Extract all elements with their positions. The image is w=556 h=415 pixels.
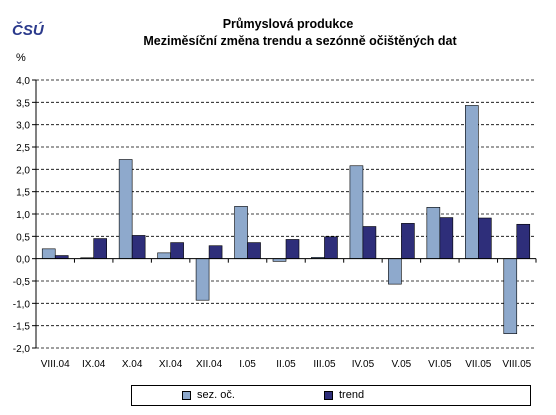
y-tick-label: 0,0 — [16, 255, 30, 266]
y-tick-label: 3,0 — [16, 121, 30, 132]
legend-swatch-series1 — [182, 390, 191, 400]
y-tick-label: 4,0 — [16, 76, 30, 87]
y-tick-label: 2,0 — [16, 165, 30, 176]
bar-series1 — [234, 206, 248, 259]
bar-series1 — [195, 258, 210, 301]
bar-series2 — [285, 239, 300, 259]
csu-logo: ČSÚ — [12, 22, 44, 39]
bar-series2 — [439, 217, 454, 259]
chart-title-line2: Meziměsíční změna trendu a sezónně očišt… — [143, 34, 457, 48]
x-tick-label: VII.05 — [465, 359, 492, 370]
chart-title-line1: Průmyslová produkce — [222, 17, 354, 31]
bar-series1 — [349, 165, 364, 259]
bar-series2 — [247, 242, 261, 259]
x-tick-label: VI.05 — [428, 359, 452, 370]
x-tick-label: IX.04 — [82, 359, 106, 370]
x-tick-label: III.05 — [313, 359, 336, 370]
x-tick-label: X.04 — [122, 359, 143, 370]
bar-series2 — [170, 242, 184, 259]
legend-label-series2: trend — [339, 389, 365, 401]
bar-series1 — [388, 258, 402, 285]
bar-series1 — [465, 105, 479, 259]
x-tick-label: XI.04 — [159, 359, 183, 370]
x-tick-label: V.05 — [392, 359, 412, 370]
y-tick-label: -1,5 — [13, 322, 31, 333]
legend-item-series2: trend — [324, 389, 364, 401]
bar-series1 — [426, 207, 441, 259]
x-tick-label: IV.05 — [352, 359, 375, 370]
bar-series1 — [118, 159, 133, 259]
y-tick-label: -1,0 — [13, 299, 31, 310]
bar-series2 — [401, 223, 415, 259]
y-tick-label: 1,0 — [16, 210, 30, 221]
x-tick-label: XII.04 — [196, 359, 223, 370]
chart-title: Průmyslová produkce Meziměsíční změna tr… — [0, 16, 556, 50]
legend-label-series1: sez. oč. — [197, 389, 235, 401]
bar-series2 — [516, 223, 531, 259]
bar-series1 — [157, 252, 171, 259]
bar-series2 — [362, 226, 377, 259]
y-tick-label: 1,5 — [16, 188, 30, 199]
bar-series2 — [478, 217, 492, 259]
x-tick-label: VIII.04 — [41, 359, 70, 370]
x-tick-label: VIII.05 — [502, 359, 531, 370]
y-tick-label: 0,5 — [16, 232, 30, 243]
x-tick-label: I.05 — [239, 359, 256, 370]
y-tick-label: -2,0 — [13, 344, 31, 355]
bar-series2 — [93, 238, 107, 259]
legend-swatch-series2 — [324, 390, 333, 400]
legend-item-series1: sez. oč. — [182, 389, 235, 401]
bar-series2 — [324, 236, 338, 259]
y-tick-label: -0,5 — [13, 277, 31, 288]
bar-series1 — [41, 248, 56, 259]
y-tick-label: 2,5 — [16, 143, 30, 154]
bar-series1 — [503, 258, 518, 335]
x-tick-label: II.05 — [276, 359, 296, 370]
y-tick-label: 3,5 — [16, 98, 30, 109]
bar-series2 — [208, 245, 223, 259]
y-axis-unit-label: % — [16, 52, 26, 64]
legend: sez. oč. trend — [131, 385, 531, 406]
bar-series2 — [131, 235, 146, 259]
